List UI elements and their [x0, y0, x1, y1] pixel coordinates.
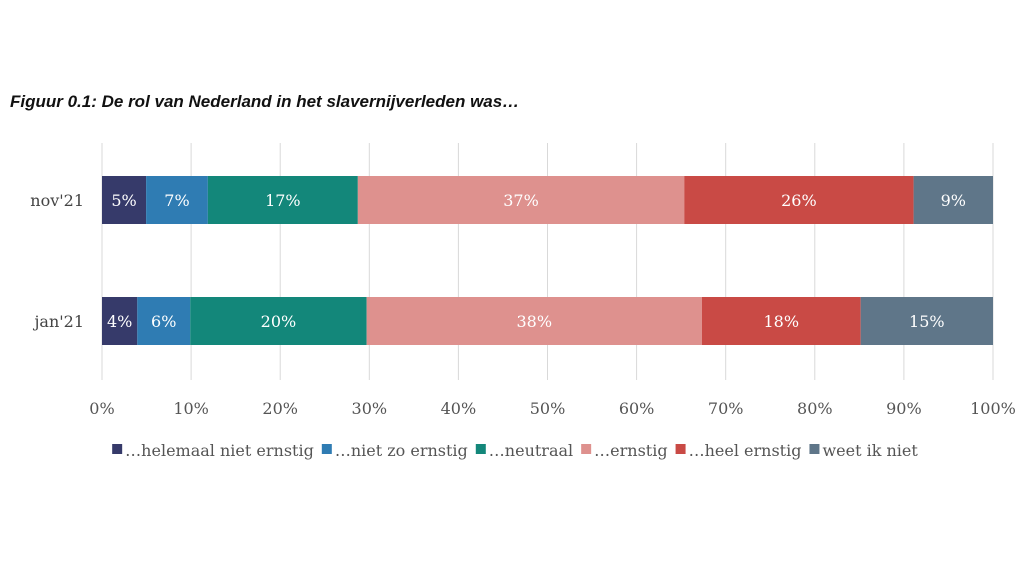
legend-item: …heel ernstig: [675, 441, 802, 460]
x-tick-labels: 0% 10% 20% 30% 40% 50% 60% 70% 80% 90% 100%: [89, 399, 1016, 418]
legend-label: …niet zo ernstig: [335, 441, 468, 460]
category-labels: nov'21 jan'21: [30, 191, 84, 331]
bar-segment: [102, 176, 147, 224]
legend-label: …helemaal niet ernstig: [125, 441, 314, 460]
legend-swatch: [321, 444, 332, 454]
legend-label: weet ik niet: [822, 441, 918, 460]
bar-segment: [190, 297, 367, 345]
x-tick-label: 50%: [530, 399, 566, 418]
bar-segment: [701, 297, 861, 345]
bar-segment: [137, 297, 191, 345]
legend-item: …helemaal niet ernstig: [112, 441, 314, 460]
legend-item: …neutraal: [475, 441, 573, 460]
data-label: 9%: [941, 191, 966, 210]
legend-swatch: [581, 444, 592, 454]
x-tick-label: 40%: [441, 399, 477, 418]
legend-swatch: [809, 444, 820, 454]
legend-label: …neutraal: [489, 441, 573, 460]
x-tick-label: 20%: [262, 399, 298, 418]
x-tick-label: 30%: [352, 399, 388, 418]
x-tick-label: 10%: [173, 399, 209, 418]
x-tick-label: 90%: [886, 399, 922, 418]
bar-segment: [684, 176, 914, 224]
x-tick-label: 80%: [797, 399, 833, 418]
legend-label: …heel ernstig: [689, 441, 802, 460]
data-label: 15%: [909, 312, 945, 331]
x-tick-label: 60%: [619, 399, 655, 418]
chart-title: Figuur 0.1: De rol van Nederland in het …: [10, 92, 520, 111]
data-label: 18%: [763, 312, 799, 331]
category-label: nov'21: [30, 191, 84, 210]
bars: 5% 7% 17% 37% 26% 9% 4% 6% 20% 38% 18% 15%: [102, 176, 993, 345]
legend-swatch: [475, 444, 486, 454]
x-tick-label: 0%: [89, 399, 114, 418]
x-tick-label: 70%: [708, 399, 744, 418]
bar-segment: [860, 297, 993, 345]
bar-segment: [366, 297, 702, 345]
bar-segment: [146, 176, 208, 224]
data-label: 26%: [781, 191, 817, 210]
legend: …helemaal niet ernstig …niet zo ernstig …n…: [112, 441, 918, 460]
data-label: 6%: [151, 312, 176, 331]
data-label: 17%: [265, 191, 301, 210]
category-label: jan'21: [32, 312, 84, 331]
bar-segment: [207, 176, 358, 224]
bar-segment: [913, 176, 993, 224]
data-label: 4%: [107, 312, 132, 331]
x-tick-label: 100%: [970, 399, 1016, 418]
bar-segment: [357, 176, 685, 224]
data-label: 37%: [503, 191, 539, 210]
bar-segment: [102, 297, 138, 345]
legend-item: weet ik niet: [809, 441, 918, 460]
legend-item: …ernstig: [581, 441, 668, 460]
data-label: 5%: [111, 191, 136, 210]
data-label: 38%: [516, 312, 552, 331]
legend-item: …niet zo ernstig: [321, 441, 468, 460]
legend-label: …ernstig: [594, 441, 667, 460]
data-label: 7%: [164, 191, 189, 210]
data-label: 20%: [261, 312, 297, 331]
legend-swatch: [675, 444, 686, 454]
legend-swatch: [112, 444, 123, 454]
